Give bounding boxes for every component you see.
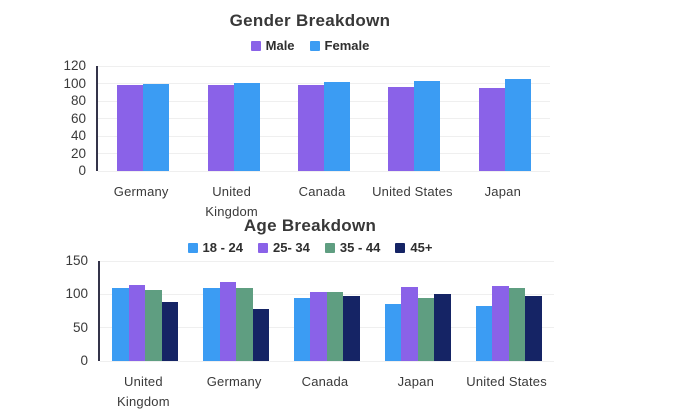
age-breakdown-chart: Age Breakdown 18 - 24 25- 34 35 - 44 45+ Un…: [0, 212, 620, 417]
legend-label: Male: [265, 38, 295, 53]
bar-female: [143, 83, 170, 171]
legend-item: Female: [309, 38, 370, 53]
bar-35-44: [145, 290, 162, 361]
x-axis-label: United Kingdom: [117, 374, 170, 409]
y-axis-tick: 80: [70, 93, 86, 108]
y-axis-tick: 0: [78, 163, 86, 178]
y-axis-tick: 120: [63, 58, 86, 73]
legend-label: 25- 34: [273, 240, 310, 255]
bar-male: [297, 85, 324, 171]
bar-male: [478, 87, 505, 171]
legend-label: 18 - 24: [202, 240, 244, 255]
y-axis-tick: 20: [70, 145, 86, 161]
bar-18-24: [384, 304, 402, 361]
y-axis-tick: 60: [70, 110, 86, 126]
bar-group: [279, 66, 369, 171]
x-axis-label: Japan: [484, 184, 522, 199]
bar-18-24: [112, 287, 129, 361]
x-axis-label: Japan: [397, 374, 434, 389]
legend-swatch: [258, 242, 269, 253]
bar-35-44: [326, 291, 344, 361]
legend: Male Female: [0, 38, 620, 53]
bar-group: [460, 66, 550, 171]
legend-label: 45+: [410, 240, 433, 255]
bar-25-34: [310, 292, 327, 361]
bar-male: [207, 85, 234, 171]
bar-group: [282, 261, 373, 361]
gridline: [98, 65, 550, 67]
bar-female: [323, 81, 350, 171]
y-axis-tick: 100: [65, 286, 88, 302]
bar-female: [504, 79, 531, 171]
bar-group: [191, 261, 282, 361]
chart-title: Gender Breakdown: [229, 11, 391, 30]
legend-swatch: [187, 242, 198, 253]
x-axis-label: United States: [372, 184, 453, 199]
chart-title: Age Breakdown: [243, 216, 377, 235]
bar-35-44: [417, 297, 435, 361]
bar-male: [117, 85, 144, 171]
y-axis-tick: 50: [72, 319, 88, 335]
gender-breakdown-chart: Gender Breakdown Male Female Germany Unite…: [0, 0, 620, 219]
legend-swatch: [309, 40, 320, 51]
legend-item: 35 - 44: [324, 240, 381, 255]
bar-group: [372, 261, 463, 361]
bar-18-24: [293, 298, 311, 361]
legend-label: Female: [324, 38, 370, 53]
bar-group: [188, 66, 278, 171]
bar-group: [98, 66, 188, 171]
bar-25-34: [492, 286, 509, 361]
legend-item: 18 - 24: [187, 240, 244, 255]
bar-35-44: [236, 287, 253, 361]
y-axis-tick: 150: [65, 253, 88, 268]
x-axis-label: United Kingdom: [205, 184, 258, 219]
x-axis-label: Canada: [301, 374, 349, 389]
y-axis-tick: 100: [63, 75, 86, 91]
legend-swatch: [324, 242, 335, 253]
y-axis-tick: 40: [70, 128, 86, 143]
plot-area: [98, 260, 554, 362]
bar-35-44: [508, 288, 526, 361]
bar-25-34: [128, 285, 146, 361]
x-axis-label: Canada: [298, 184, 346, 199]
bar-45: [161, 302, 179, 361]
bar-male: [388, 87, 415, 171]
legend-item: 25- 34: [258, 240, 310, 255]
bar-45: [343, 296, 360, 361]
bar-group: [100, 261, 191, 361]
gridline: [100, 260, 554, 262]
gridline: [100, 360, 554, 362]
x-axis: United Kingdom Germany Canada Japan United S…: [98, 372, 552, 411]
bar-18-24: [203, 288, 220, 361]
gridline: [98, 170, 550, 172]
x-axis-label: United States: [466, 374, 547, 389]
y-axis-tick: 0: [80, 353, 88, 368]
bar-18-24: [475, 306, 493, 361]
bar-25-34: [219, 282, 237, 361]
bar-female: [233, 82, 260, 171]
legend-item: Male: [250, 38, 295, 53]
x-axis: Germany United Kingdom Canada United States…: [96, 182, 548, 221]
bar-female: [414, 80, 441, 171]
legend-swatch: [250, 40, 261, 51]
bar-45: [525, 295, 542, 361]
plot-area: [96, 65, 550, 172]
x-axis-label: Germany: [113, 184, 169, 199]
legend-swatch: [395, 242, 406, 253]
legend-item: 45+: [395, 240, 432, 255]
legend-label: 35 - 44: [339, 240, 381, 255]
x-axis-label: Germany: [206, 374, 262, 389]
legend: 18 - 24 25- 34 35 - 44 45+: [0, 240, 620, 255]
bar-45: [252, 309, 270, 361]
bar-group: [369, 66, 459, 171]
bar-45: [434, 293, 451, 361]
bar-25-34: [401, 287, 418, 361]
bar-group: [463, 261, 554, 361]
